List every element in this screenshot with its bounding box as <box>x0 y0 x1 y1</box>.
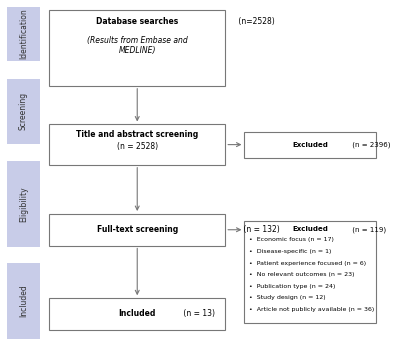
Text: Database searches: Database searches <box>96 17 178 25</box>
Text: (Results from Embase and
MEDLINE): (Results from Embase and MEDLINE) <box>87 36 188 55</box>
FancyBboxPatch shape <box>7 263 40 338</box>
Text: Full-text screening: Full-text screening <box>97 224 178 234</box>
Text: •  Article not publicly available (n = 36): • Article not publicly available (n = 36… <box>249 307 374 312</box>
FancyBboxPatch shape <box>49 298 225 330</box>
Text: Title and abstract screening: Title and abstract screening <box>76 130 198 139</box>
FancyBboxPatch shape <box>7 79 40 144</box>
Text: (n = 2396): (n = 2396) <box>350 142 391 148</box>
Text: Excluded: Excluded <box>292 226 328 232</box>
FancyBboxPatch shape <box>49 214 225 246</box>
Text: Included: Included <box>119 309 156 318</box>
Text: Identification: Identification <box>19 8 28 59</box>
Text: Eligibility: Eligibility <box>19 187 28 222</box>
FancyBboxPatch shape <box>7 7 40 61</box>
FancyBboxPatch shape <box>244 221 377 323</box>
FancyBboxPatch shape <box>49 10 225 86</box>
Text: (n = 2528): (n = 2528) <box>117 142 158 150</box>
FancyBboxPatch shape <box>7 161 40 247</box>
Text: •  Disease-specific (n = 1): • Disease-specific (n = 1) <box>249 249 331 254</box>
FancyBboxPatch shape <box>244 132 377 158</box>
Text: •  Study design (n = 12): • Study design (n = 12) <box>249 295 326 301</box>
Text: •  No relevant outcomes (n = 23): • No relevant outcomes (n = 23) <box>249 272 354 277</box>
Text: •  Patient experience focused (n = 6): • Patient experience focused (n = 6) <box>249 261 366 266</box>
FancyBboxPatch shape <box>49 124 225 165</box>
Text: Included: Included <box>19 285 28 317</box>
Text: •  Publication type (n = 24): • Publication type (n = 24) <box>249 284 335 289</box>
Text: (n = 119): (n = 119) <box>350 226 386 233</box>
Text: (n = 13): (n = 13) <box>181 309 215 318</box>
Text: •  Economic focus (n = 17): • Economic focus (n = 17) <box>249 238 334 242</box>
Text: (n=2528): (n=2528) <box>236 17 275 25</box>
Text: Excluded: Excluded <box>292 142 328 148</box>
Text: (n = 132): (n = 132) <box>241 224 280 234</box>
Text: Screening: Screening <box>19 92 28 130</box>
